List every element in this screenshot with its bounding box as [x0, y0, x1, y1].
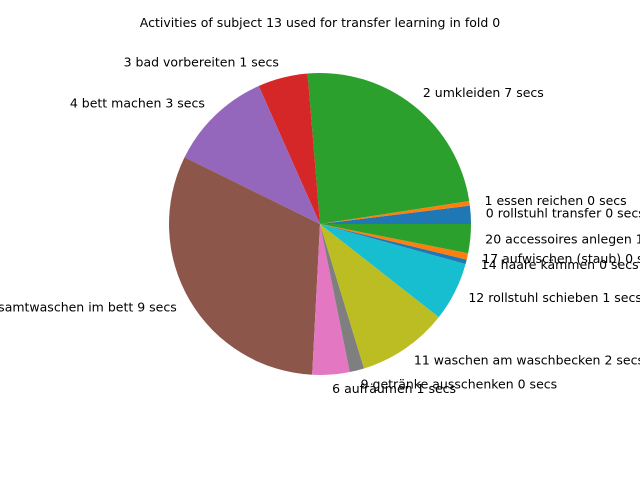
pie-slice	[320, 201, 470, 224]
pie-slice	[307, 72, 470, 224]
pie-slice-label: 6 aufräumen 1 secs	[332, 381, 456, 396]
pie-slice-label: 0 rollstuhl transfer 0 secs	[486, 205, 640, 220]
pie-slice-label: 12 rollstuhl schieben 1 secs	[468, 290, 640, 305]
pie-slice	[258, 73, 320, 224]
pie-slice-label: 14 haare kämmen 0 secs	[481, 257, 639, 272]
pie-slice-label: 20 accessoires anlegen 1 secs	[485, 232, 640, 247]
pie-slice	[184, 85, 320, 225]
pie-slice-label: 3 bad vorbereiten 1 secs	[124, 55, 279, 70]
chart-title: Activities of subject 13 used for transf…	[140, 15, 500, 30]
pie-slice	[168, 157, 320, 375]
pie-slice	[320, 224, 469, 260]
pie-slice	[320, 224, 439, 369]
pie-slice-label: 4 bett machen 3 secs	[70, 96, 205, 111]
pie-slice-label: 5 gesamtwaschen im bett 9 secs	[0, 300, 177, 315]
pie-slice-label: 11 waschen am waschbecken 2 secs	[414, 353, 640, 368]
pie-slice-label: 2 umkleiden 7 secs	[423, 85, 544, 100]
pie-slice	[320, 224, 471, 254]
pie-slice	[320, 205, 472, 224]
pie-slice-label: 1 essen reichen 0 secs	[485, 193, 627, 208]
pie-slice-label: 17 aufwischen (staub) 0 secs	[482, 251, 640, 266]
pie-slice	[320, 224, 365, 373]
pie-slice	[320, 224, 467, 265]
pie-slices	[168, 72, 472, 376]
pie-slice-label: 9 getränke ausschenken 0 secs	[361, 377, 558, 392]
pie-slice	[312, 224, 350, 376]
pie-slice	[320, 224, 466, 318]
